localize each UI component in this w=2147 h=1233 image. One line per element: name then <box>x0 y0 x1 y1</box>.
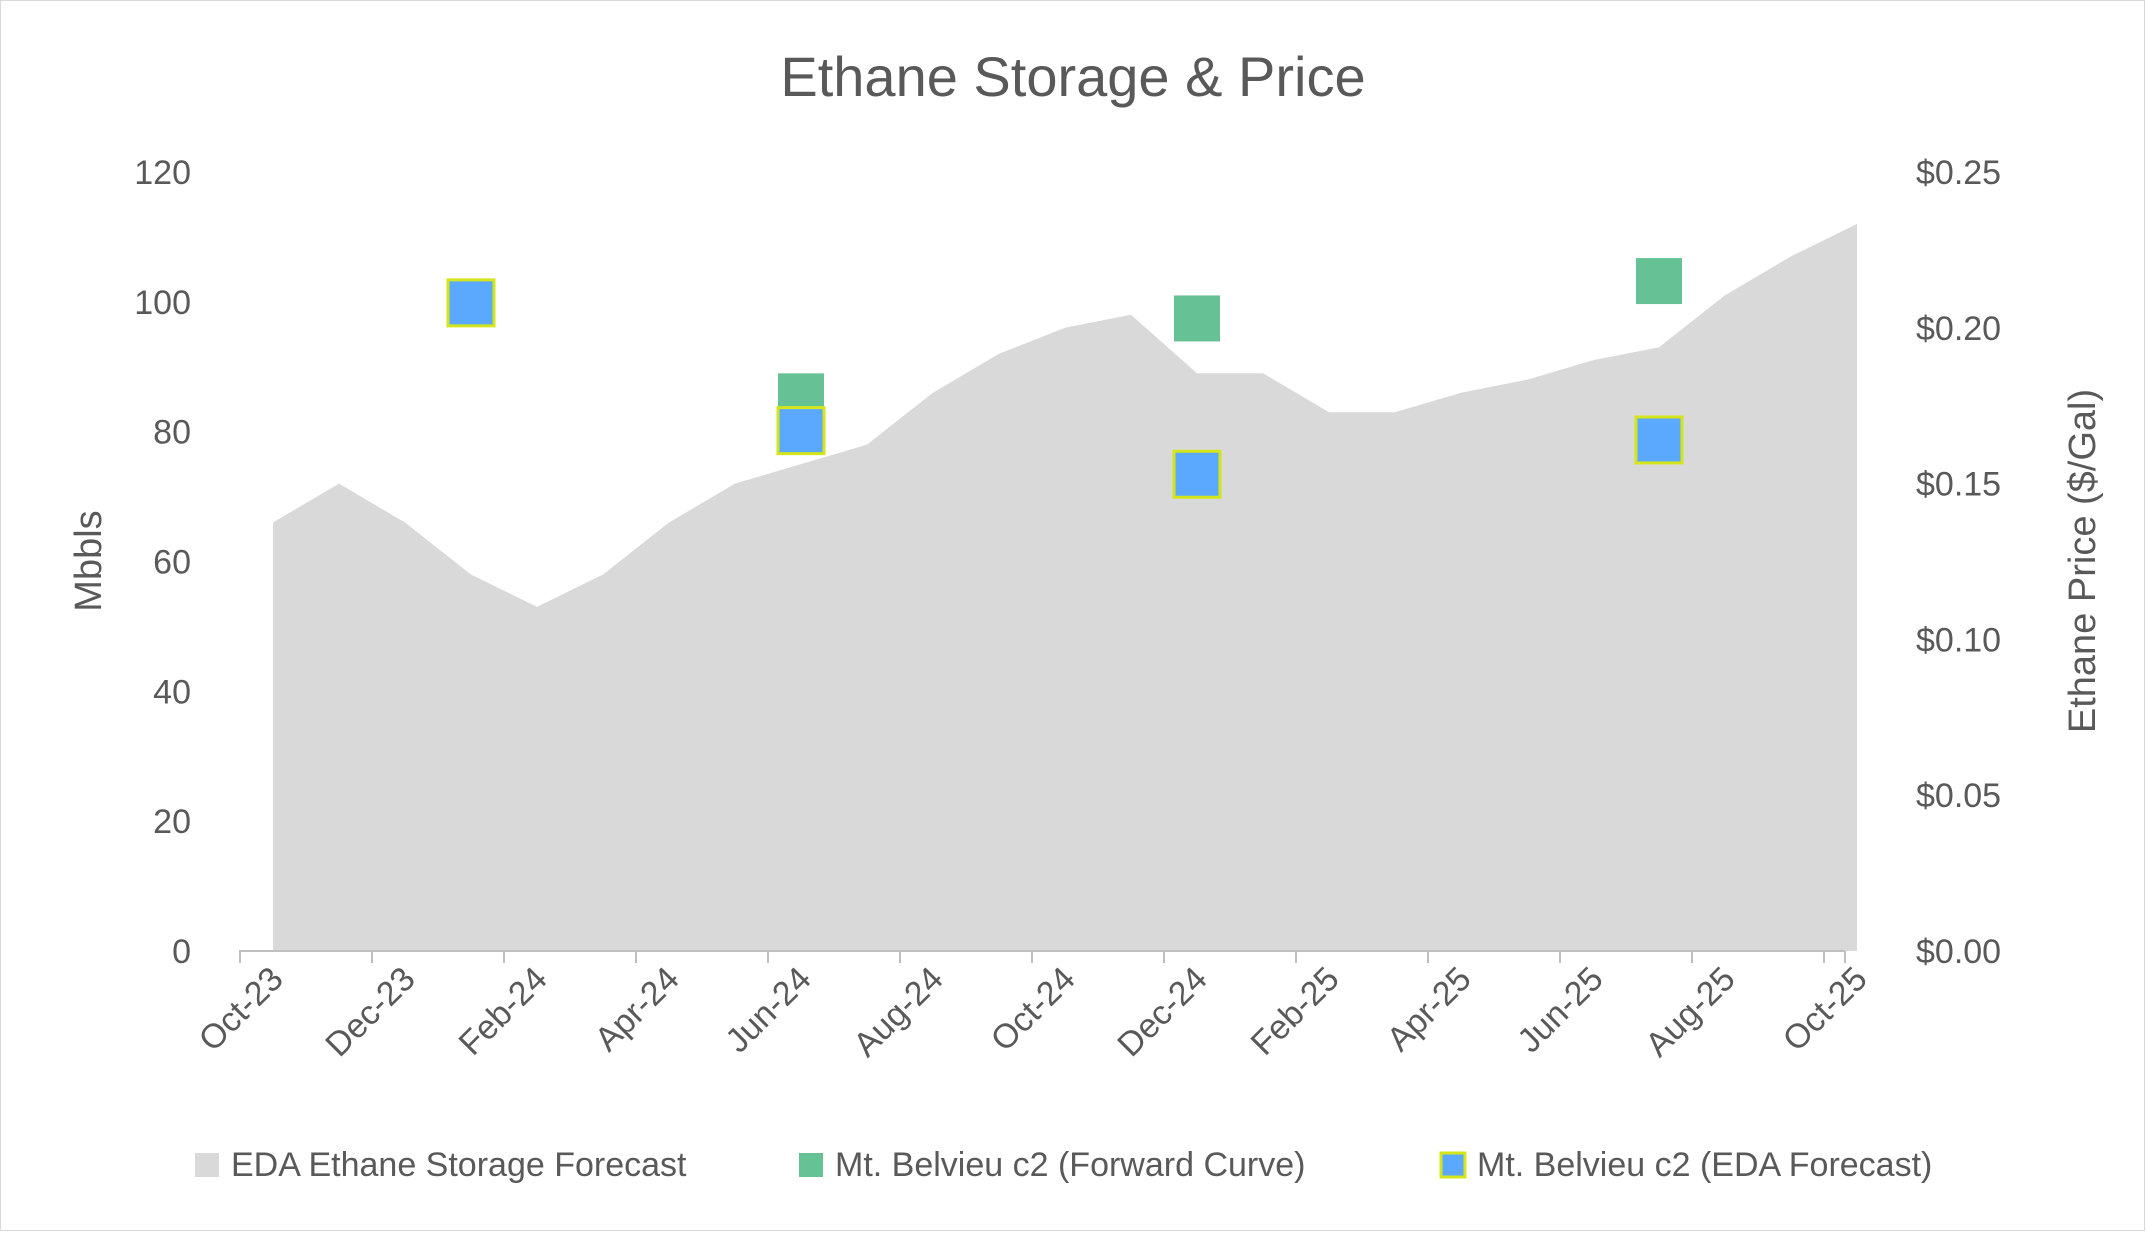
x-tick-label: Dec-24 <box>1110 960 1214 1064</box>
x-tick-label: Oct-25 <box>1776 960 1875 1059</box>
right-axis: $0.00 $0.05 $0.10 $0.15 $0.20 $0.25 <box>1916 154 2001 971</box>
right-tick-label: $0.00 <box>1916 933 2001 971</box>
legend-swatch-eda-forecast <box>1439 1151 1467 1179</box>
left-tick-label: 60 <box>153 544 191 582</box>
x-tick-label: Dec-23 <box>318 960 422 1064</box>
right-tick-label: $0.10 <box>1916 621 2001 659</box>
right-tick-label: $0.15 <box>1916 466 2001 504</box>
x-tick-label: Oct-24 <box>984 960 1083 1059</box>
chart-title: Ethane Storage & Price <box>780 45 1365 108</box>
left-tick-label: 40 <box>153 673 191 711</box>
eda-forecast-point <box>776 406 826 456</box>
legend: EDA Ethane Storage Forecast Mt. Belvieu … <box>195 1146 1932 1184</box>
forward-curve-point <box>1174 295 1220 342</box>
legend-label-eda-forecast: Mt. Belvieu c2 (EDA Forecast) <box>1477 1146 1932 1184</box>
left-tick-label: 120 <box>134 154 191 192</box>
left-axis-title: Mbbls <box>68 510 110 611</box>
x-tick-label: Feb-25 <box>1244 960 1347 1063</box>
x-tick-label: Apr-25 <box>1380 960 1479 1059</box>
storage-area <box>273 223 1857 951</box>
right-tick-label: $0.05 <box>1916 777 2001 815</box>
legend-label-storage: EDA Ethane Storage Forecast <box>231 1146 687 1184</box>
x-axis: Oct-23 Dec-23 Feb-24 Apr-24 Jun-24 Aug-24 Oct-… <box>192 950 1875 1064</box>
x-tick-label: Aug-24 <box>846 960 950 1064</box>
right-tick-label: $0.25 <box>1916 154 2001 192</box>
right-tick-label: $0.20 <box>1916 310 2001 348</box>
left-tick-label: 0 <box>172 933 191 971</box>
x-tick-label: Jun-24 <box>718 960 818 1060</box>
left-tick-label: 80 <box>153 414 191 452</box>
x-tick-label: Apr-24 <box>588 960 687 1059</box>
legend-swatch-storage <box>195 1153 219 1177</box>
left-tick-label: 100 <box>134 284 191 322</box>
left-tick-label: 20 <box>153 803 191 841</box>
left-axis: 0 20 40 60 80 100 120 <box>134 154 191 971</box>
plot-area <box>273 223 1857 951</box>
x-tick-label: Aug-25 <box>1638 960 1742 1064</box>
forward-curve-point <box>1636 258 1682 305</box>
legend-swatch-forward-curve <box>799 1153 823 1177</box>
x-tick-label: Oct-23 <box>192 960 291 1059</box>
eda-forecast-point <box>446 278 496 328</box>
eda-forecast-point <box>1172 449 1222 499</box>
right-axis-title: Ethane Price ($/Gal) <box>2062 389 2104 733</box>
x-tick-label: Jun-25 <box>1510 960 1610 1060</box>
eda-forecast-point <box>1634 415 1684 465</box>
legend-label-forward-curve: Mt. Belvieu c2 (Forward Curve) <box>835 1146 1305 1184</box>
x-tick-label: Feb-24 <box>452 960 555 1063</box>
